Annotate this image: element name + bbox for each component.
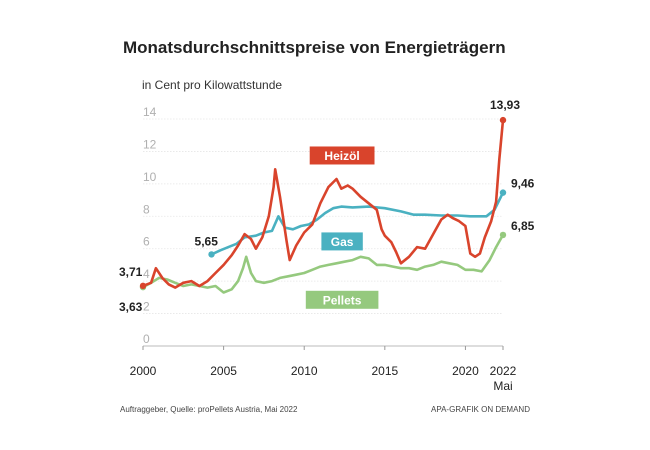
y-tick-label-12: 12 bbox=[143, 137, 157, 151]
series-endpoints bbox=[139, 116, 507, 291]
legend-label-gas: Gas bbox=[331, 235, 354, 249]
x-tick-label-2000: 2000 bbox=[130, 364, 157, 378]
data-label-13,93: 13,93 bbox=[490, 98, 520, 112]
legend-label-heizoel: Heizöl bbox=[324, 149, 359, 163]
x-tick-label-2010: 2010 bbox=[291, 364, 318, 378]
data-point-13,93 bbox=[499, 116, 507, 124]
x-tick-label-2015: 2015 bbox=[371, 364, 398, 378]
data-label-3,63: 3,63 bbox=[119, 300, 143, 314]
y-tick-label-14: 14 bbox=[143, 105, 157, 119]
series-legend-labels: Heizöl Gas Pellets bbox=[305, 146, 379, 309]
legend-box-pellets bbox=[305, 290, 379, 309]
y-tick-label-6: 6 bbox=[143, 235, 150, 249]
x-tick-label-2022: 2022 bbox=[490, 364, 517, 378]
y-tick-label-10: 10 bbox=[143, 170, 157, 184]
x-tick-label-2020: 2020 bbox=[452, 364, 479, 378]
legend-box-heizoel bbox=[309, 146, 375, 165]
y-tick-label-4: 4 bbox=[143, 267, 150, 281]
series-line-gas bbox=[210, 191, 505, 256]
data-label-3,71: 3,71 bbox=[119, 265, 143, 279]
y-axis-unit-label: in Cent pro Kilowattstunde bbox=[142, 78, 282, 92]
data-label-9,46: 9,46 bbox=[511, 177, 535, 191]
data-point-9,46 bbox=[499, 189, 507, 196]
data-point-5,65 bbox=[208, 251, 215, 258]
legend-box-gas bbox=[321, 232, 363, 251]
series-line-heizoel bbox=[141, 118, 505, 289]
y-tick-label-0: 0 bbox=[143, 332, 150, 346]
y-axis-ticks: 0 2 4 6 8 10 12 14 bbox=[143, 105, 157, 346]
x-tick-label-2005: 2005 bbox=[210, 364, 237, 378]
data-label-5,65: 5,65 bbox=[195, 234, 219, 248]
legend-label-pellets: Pellets bbox=[323, 293, 362, 307]
x-tick-sublabel: Mai bbox=[493, 379, 512, 393]
footer-source: Auftraggeber, Quelle: proPellets Austria… bbox=[120, 405, 298, 414]
data-label-6,85: 6,85 bbox=[511, 219, 535, 233]
chart-title: Monatsdurchschnittspreise von Energieträ… bbox=[123, 38, 506, 57]
y-tick-label-8: 8 bbox=[143, 202, 150, 216]
data-labels: 3,63 6,85 5,65 9,46 3,71 13,93 bbox=[119, 98, 535, 314]
y-tick-label-2: 2 bbox=[143, 300, 150, 314]
data-point-6,85 bbox=[499, 231, 507, 239]
footer-credit: APA-GRAFIK ON DEMAND bbox=[431, 405, 530, 414]
series-line-pellets bbox=[141, 233, 505, 294]
data-point-3,71 bbox=[139, 282, 147, 290]
series-lines bbox=[141, 118, 505, 294]
